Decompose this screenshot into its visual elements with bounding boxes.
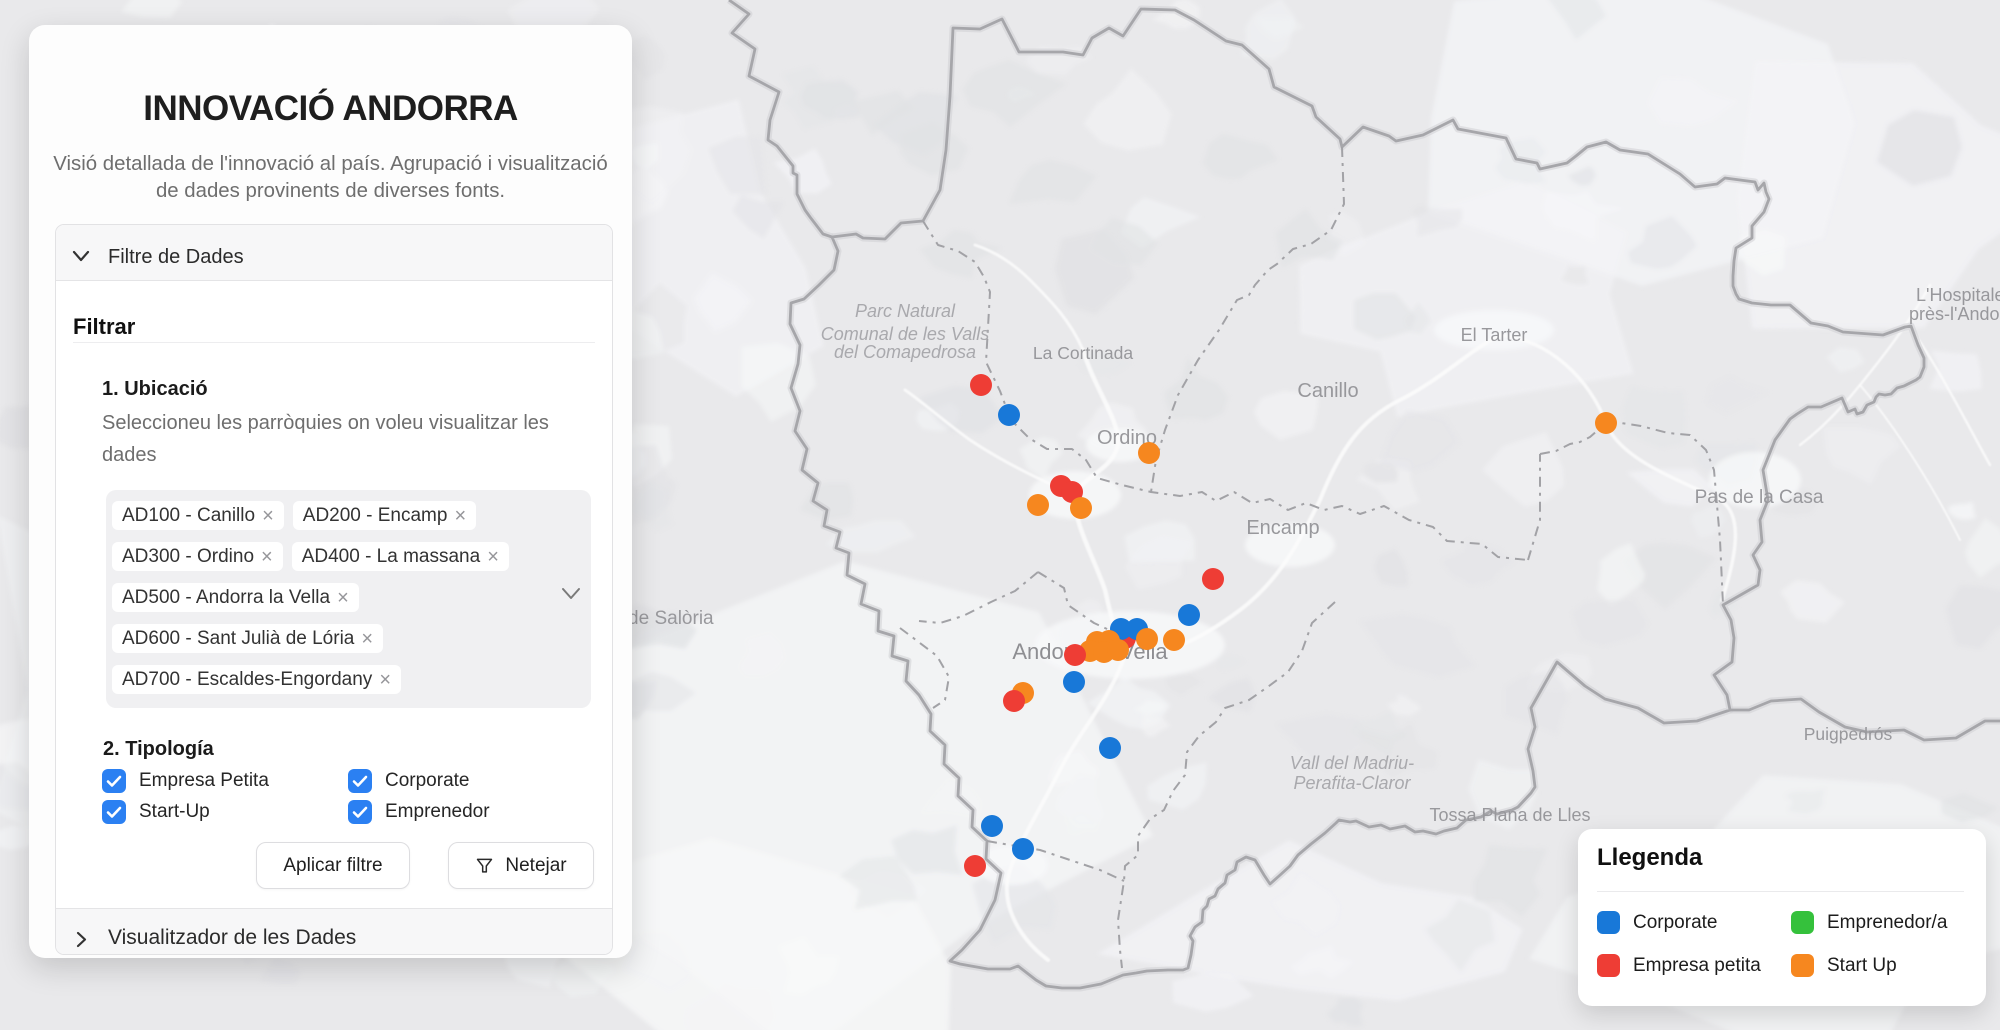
svg-text:Vall del Madriu-: Vall del Madriu-: [1290, 753, 1414, 773]
svg-text:El Tarter: El Tarter: [1461, 325, 1528, 345]
svg-text:Parc Natural: Parc Natural: [855, 301, 956, 321]
svg-text:Pas de la Casa: Pas de la Casa: [1695, 487, 1824, 508]
svg-text:Ordino: Ordino: [1097, 427, 1157, 449]
svg-text:Comunal de les Valls: Comunal de les Valls: [821, 324, 989, 344]
svg-text:L'Hospitalet: L'Hospitalet: [1916, 285, 2000, 305]
svg-text:Tossa Plana de Lles: Tossa Plana de Lles: [1429, 805, 1590, 825]
svg-text:Perafita-Claror: Perafita-Claror: [1293, 773, 1411, 793]
svg-text:del Comapedrosa: del Comapedrosa: [834, 342, 976, 362]
svg-text:Encamp: Encamp: [1246, 517, 1319, 539]
svg-text:Canillo: Canillo: [1297, 380, 1358, 402]
svg-text:près-l'Andorre: près-l'Andorre: [1909, 304, 2000, 324]
svg-text:Puigpedrós: Puigpedrós: [1804, 724, 1893, 744]
svg-text:La Cortinada: La Cortinada: [1033, 343, 1133, 363]
